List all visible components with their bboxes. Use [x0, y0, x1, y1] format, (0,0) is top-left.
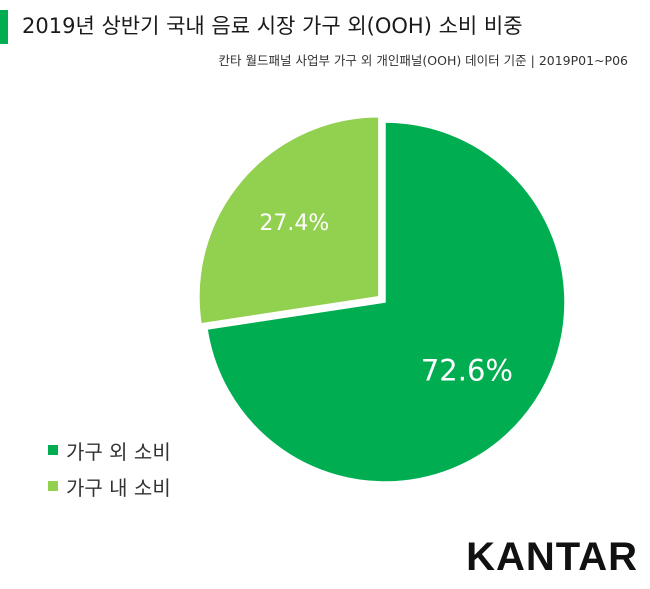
- legend-label: 가구 외 소비: [66, 439, 171, 464]
- legend-label: 가구 내 소비: [66, 475, 171, 500]
- legend-swatch: [48, 481, 58, 491]
- data-label-slice-in-home: 27.4%: [259, 211, 329, 236]
- slice-in-home: [198, 116, 380, 325]
- data-label-slice-out-of-home: 72.6%: [421, 353, 513, 387]
- slice-out-of-home: [206, 121, 566, 483]
- legend-item-slice-in-home: 가구 내 소비: [48, 468, 171, 504]
- chart-title: 2019년 상반기 국내 음료 시장 가구 외(OOH) 소비 비중: [22, 14, 523, 38]
- chart-subtitle: 칸타 월드패널 사업부 가구 외 개인패널(OOH) 데이터 기준 | 2019…: [218, 53, 628, 68]
- legend-swatch: [48, 445, 58, 455]
- legend-item-slice-out-of-home: 가구 외 소비: [48, 432, 171, 468]
- kantar-logo: KANTAR: [466, 535, 638, 579]
- title-accent-bar: [0, 10, 8, 44]
